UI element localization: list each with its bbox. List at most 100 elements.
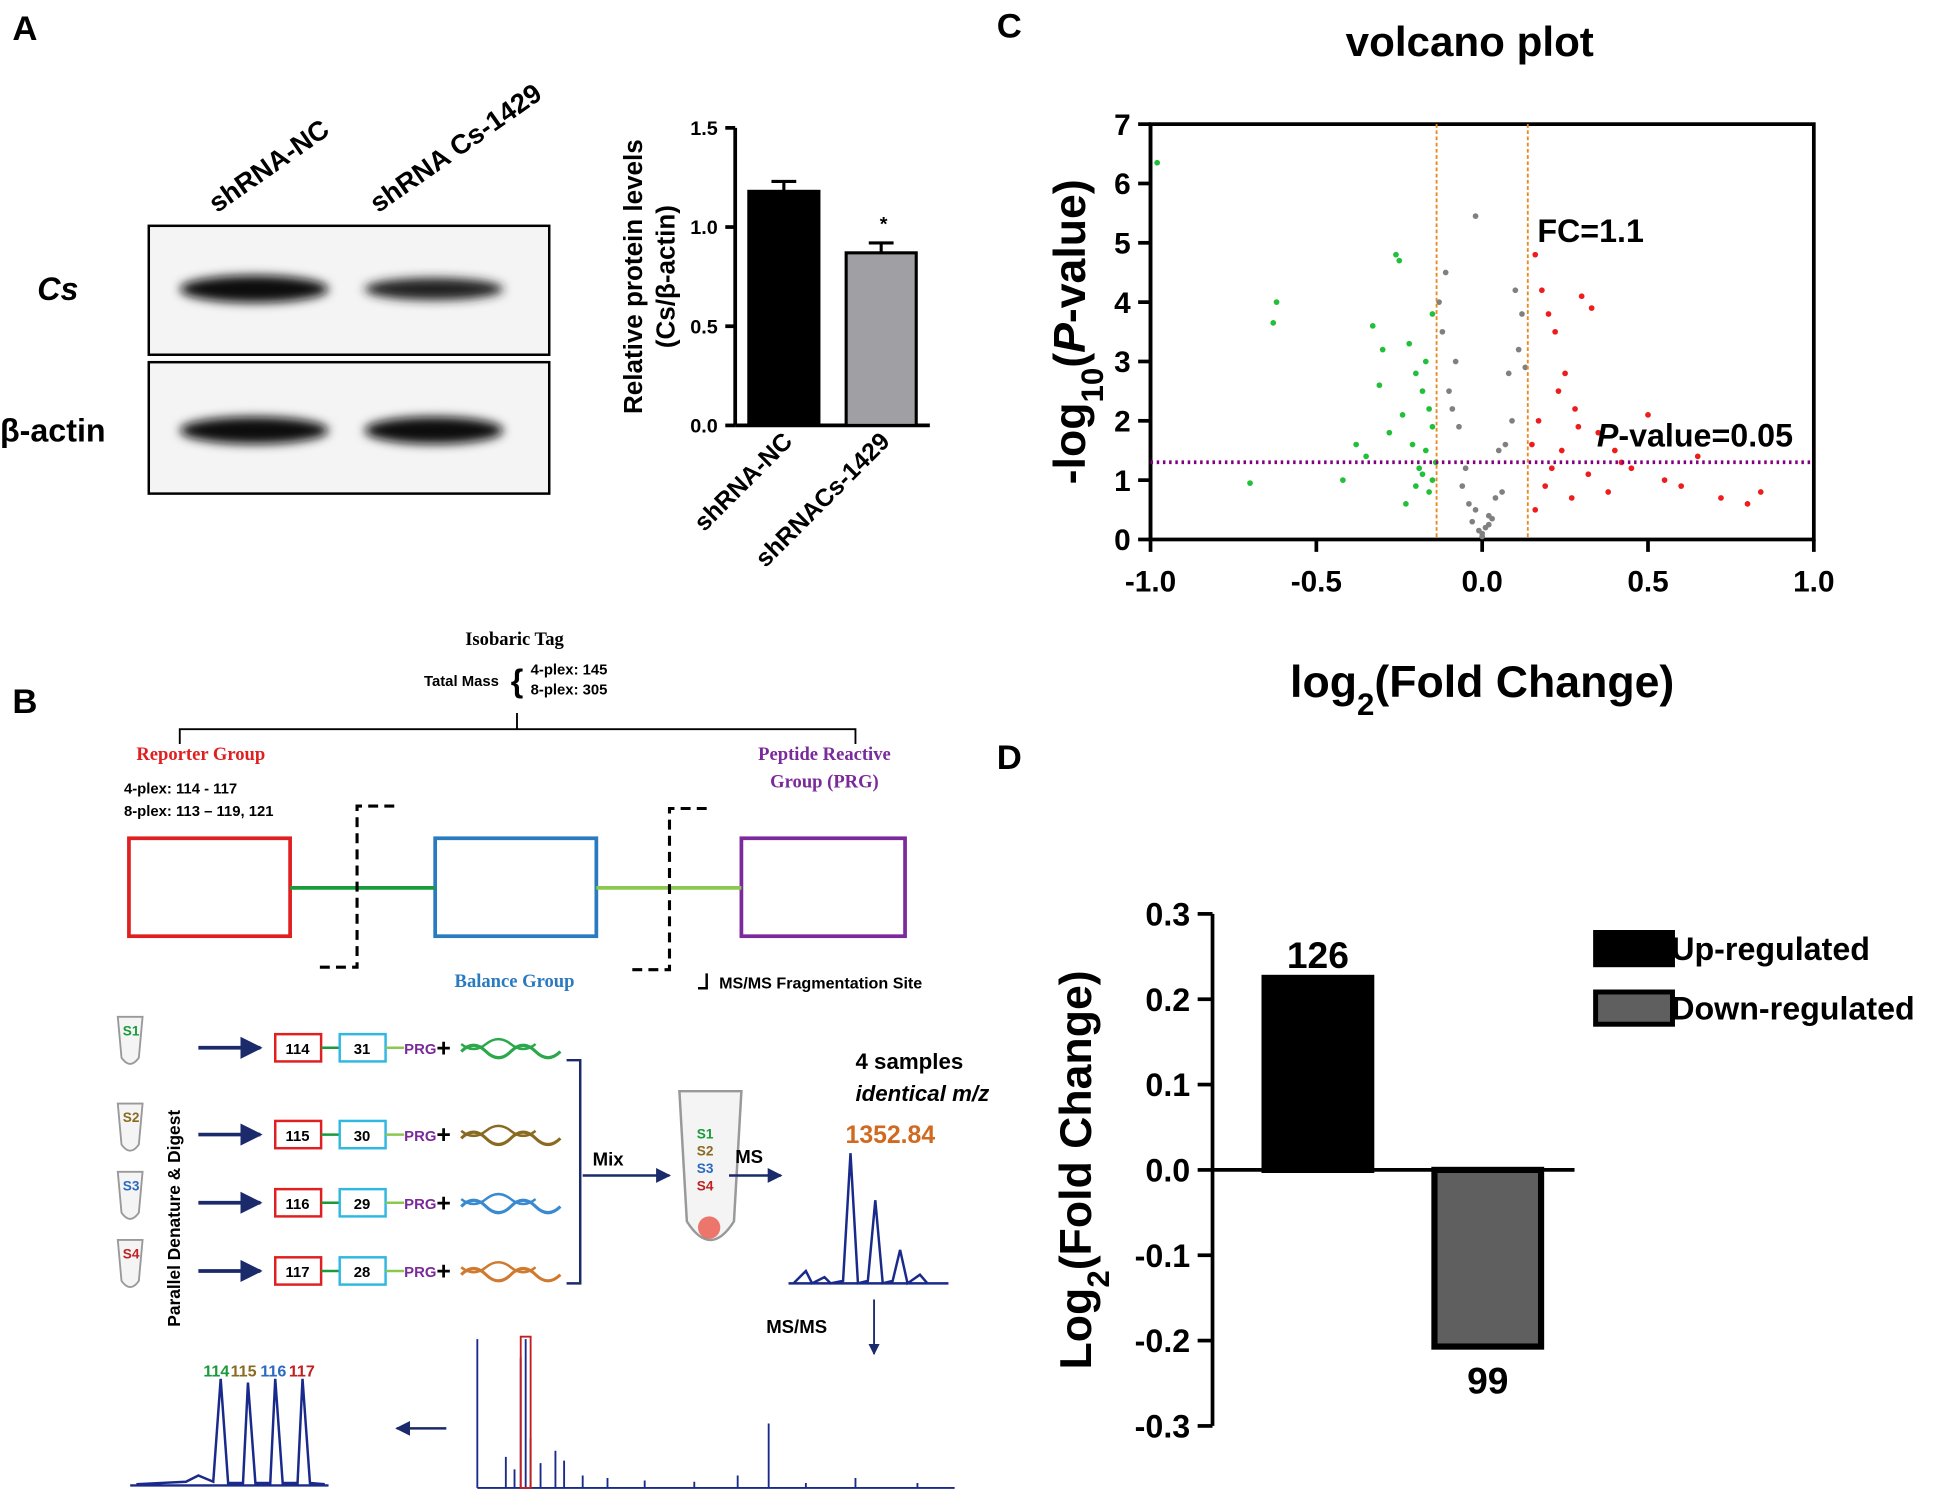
prg-tag: PRG xyxy=(404,1129,436,1145)
label-part: 10 xyxy=(1074,368,1109,403)
western-blot: shRNA-NC shRNA Cs-1429 Cs β-actin xyxy=(0,77,551,495)
reporter-peak: 117 xyxy=(289,1362,315,1380)
point xyxy=(1628,465,1635,472)
y-tick-label: 5 xyxy=(1114,228,1131,261)
tube xyxy=(116,1170,144,1220)
count-label: 126 xyxy=(1287,934,1349,976)
point xyxy=(1529,441,1535,448)
plus: + xyxy=(436,1122,450,1149)
y-tick-label: 1 xyxy=(1114,465,1131,498)
lane-label: shRNA Cs-1429 xyxy=(364,77,547,218)
bar xyxy=(844,251,918,427)
annotation: P-value=0.05 xyxy=(1597,417,1793,453)
point xyxy=(1353,441,1360,448)
mix-label: Mix xyxy=(593,1149,625,1170)
label-part: -value=0.05 xyxy=(1618,417,1793,453)
legend-icon xyxy=(698,973,708,990)
point xyxy=(1522,364,1529,371)
point xyxy=(1552,328,1558,335)
peptide xyxy=(460,1130,562,1147)
point xyxy=(1492,495,1499,501)
panel-label: A xyxy=(12,10,37,48)
side-label: Parallel Denature & Digest xyxy=(164,1110,184,1327)
point xyxy=(1436,299,1442,305)
reporter-line: 8-plex: 113 – 119, 121 xyxy=(124,804,274,820)
row-label: β-actin xyxy=(0,413,106,449)
cleavage-site xyxy=(632,806,707,972)
peptide xyxy=(460,1266,562,1283)
point xyxy=(1409,441,1416,448)
point xyxy=(1472,506,1479,513)
msms-label: MS/MS xyxy=(766,1316,827,1337)
x-tick-label: 0.5 xyxy=(1627,566,1668,599)
ms-label: MS xyxy=(735,1146,763,1167)
point xyxy=(1426,489,1432,495)
prg-tag: PRG xyxy=(404,1197,436,1213)
point xyxy=(1449,406,1456,412)
reporter-number: 114 xyxy=(286,1042,311,1058)
point xyxy=(1379,346,1386,353)
point xyxy=(1678,483,1685,489)
x-axis-label: log2(Fold Change) xyxy=(1290,658,1674,722)
point xyxy=(1399,412,1406,418)
point xyxy=(1611,447,1618,454)
point xyxy=(1605,489,1612,495)
x-tick-label: -1.0 xyxy=(1125,566,1176,599)
tube xyxy=(116,1239,144,1288)
plus: + xyxy=(436,1035,450,1062)
point xyxy=(1545,311,1552,317)
point xyxy=(1495,447,1502,454)
label-part: P xyxy=(1046,323,1095,353)
count-label: 99 xyxy=(1467,1360,1508,1402)
y-axis-label: Log2(Fold Change) xyxy=(1052,970,1116,1369)
point xyxy=(1466,501,1472,507)
mass-label: Tatal Mass xyxy=(424,674,499,690)
band xyxy=(364,416,504,445)
result-label: identical m/z xyxy=(855,1081,989,1106)
balance-title: Balance Group xyxy=(455,971,575,992)
point xyxy=(1369,323,1376,329)
point xyxy=(1419,388,1426,394)
point xyxy=(1376,382,1383,389)
label-part: (Fold Change) xyxy=(1052,970,1101,1270)
fragmentation-label: MS/MS Fragmentation Site xyxy=(719,974,922,992)
peptide xyxy=(460,1037,537,1051)
point xyxy=(1393,251,1399,258)
cleavage-site xyxy=(319,804,395,969)
sample-label: S4 xyxy=(123,1247,140,1262)
point xyxy=(1575,423,1582,430)
reporter-box xyxy=(273,1032,323,1063)
point xyxy=(1270,320,1277,326)
point xyxy=(1403,501,1409,507)
point xyxy=(1505,370,1512,377)
point xyxy=(1595,429,1602,436)
peptide xyxy=(460,1198,562,1215)
y-tick-label: 0.0 xyxy=(690,416,718,438)
reporter-box xyxy=(273,1256,323,1286)
reporter-peak: 114 xyxy=(203,1362,229,1380)
point xyxy=(1340,477,1346,483)
bar xyxy=(1261,974,1375,1174)
point xyxy=(1429,311,1436,317)
balance-box xyxy=(338,1119,387,1150)
lane-label: shRNA-NC xyxy=(203,113,335,218)
point xyxy=(1422,358,1429,365)
sample-label: S3 xyxy=(697,1161,714,1176)
y-tick-label: 0.0 xyxy=(1145,1153,1190,1189)
tube xyxy=(116,1102,144,1152)
balance-number: 30 xyxy=(354,1129,371,1145)
point xyxy=(1273,299,1280,305)
legend-label: Up-regulated xyxy=(1671,931,1870,967)
sample-label: S1 xyxy=(123,1023,140,1038)
label-part: 2 xyxy=(1081,1270,1116,1287)
point xyxy=(1718,495,1724,501)
point xyxy=(1479,533,1486,540)
x-tick-label: 0.0 xyxy=(1461,566,1502,599)
y-tick-label: -0.1 xyxy=(1135,1238,1191,1274)
plot-frame xyxy=(1148,122,1816,542)
y-tick-label: 0.2 xyxy=(1145,982,1190,1018)
significance: * xyxy=(880,214,888,236)
diagram-title: Isobaric Tag xyxy=(465,629,564,650)
panel-label: C xyxy=(997,7,1022,45)
